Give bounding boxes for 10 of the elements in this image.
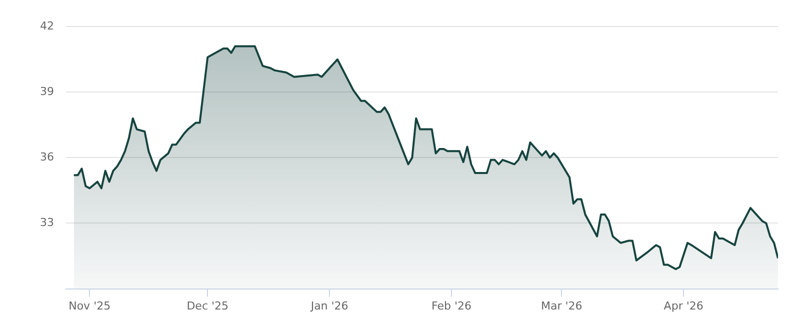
x-tick-label: Dec '25 (186, 299, 229, 312)
y-tick-label: 39 (40, 85, 54, 98)
x-tick-label: Feb '26 (432, 299, 472, 312)
y-tick-label: 42 (40, 19, 54, 32)
x-tick-label: Nov '25 (68, 299, 111, 312)
y-tick-label: 36 (40, 150, 54, 164)
x-tick-label: Apr '26 (664, 299, 704, 312)
y-tick-label: 33 (40, 216, 54, 230)
x-tick-label: Mar '26 (541, 299, 582, 312)
x-tick-label: Jan '26 (310, 299, 348, 312)
